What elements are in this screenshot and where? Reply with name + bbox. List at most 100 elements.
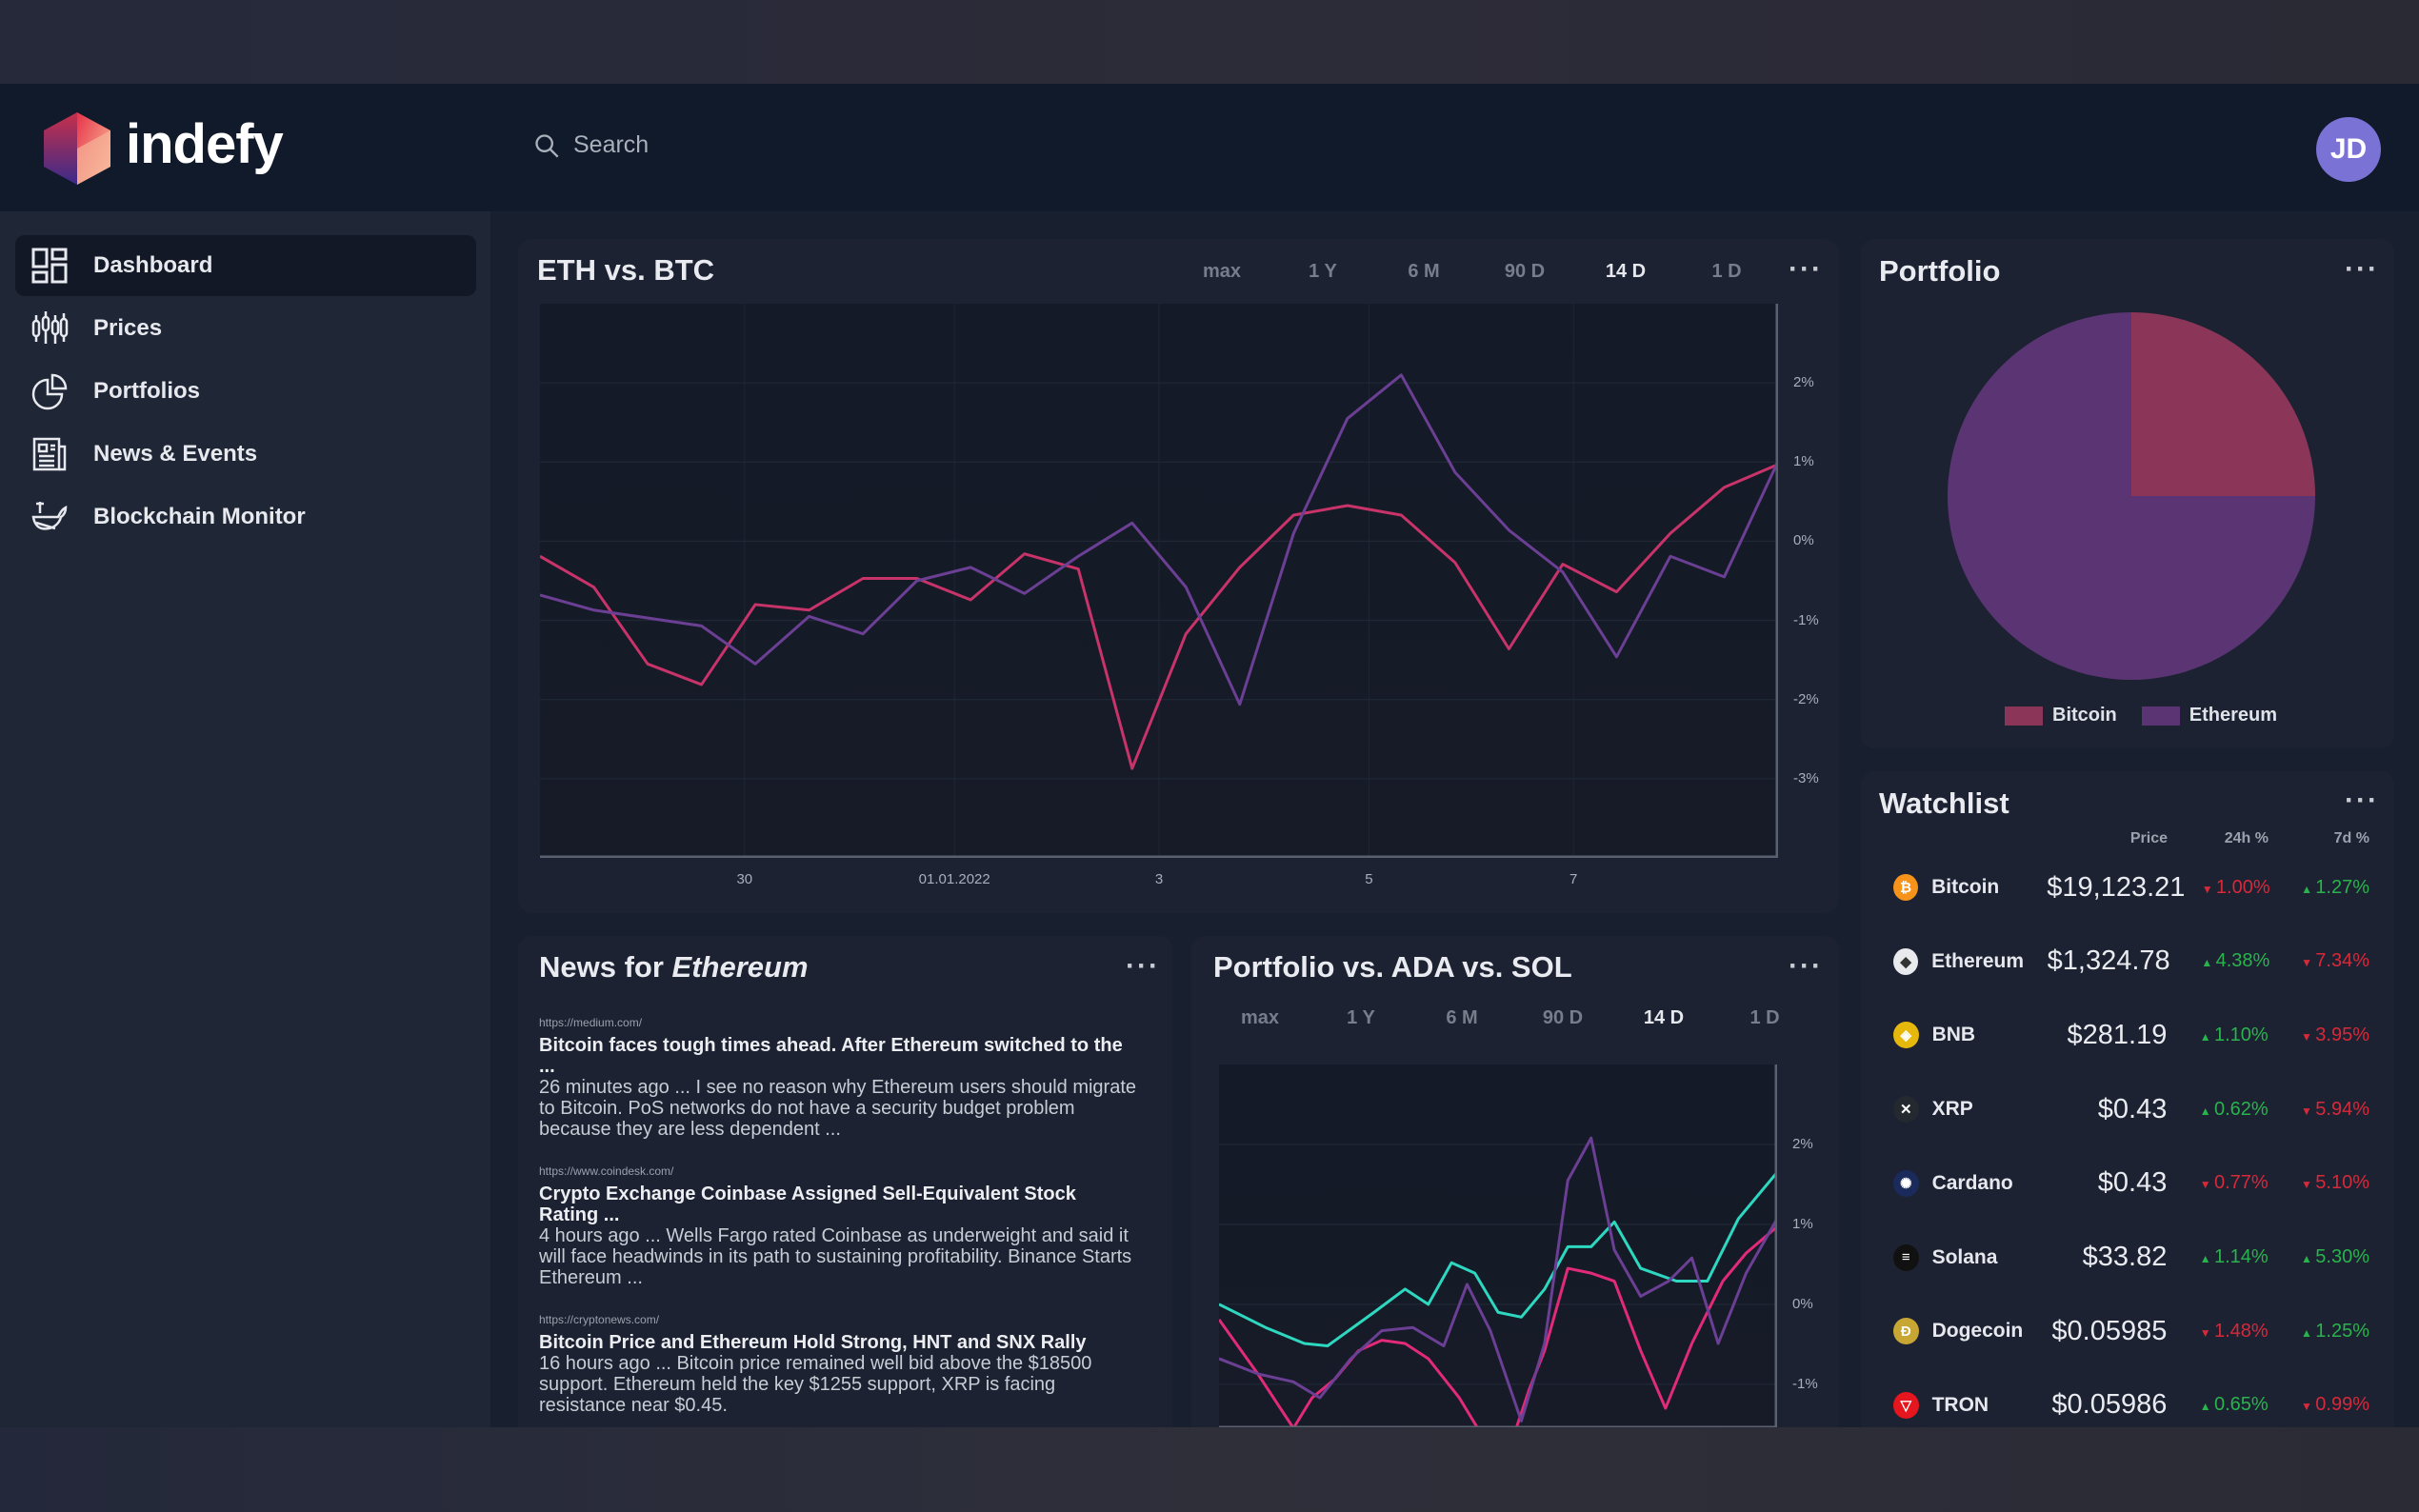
chart-axes: [1219, 1064, 1778, 1429]
pie-slice-bitcoin[interactable]: [2131, 312, 2315, 496]
sidebar-item-prices[interactable]: Prices: [15, 298, 476, 359]
news-headline[interactable]: Bitcoin Price and Ethereum Hold Strong, …: [539, 1332, 1087, 1353]
timeframe-6m[interactable]: 6 M: [1408, 261, 1440, 282]
watchlist-row[interactable]: ✺ Cardano $0.43 ▼ 0.77% ▼ 5.10%: [1893, 1155, 2369, 1212]
trend-down-icon: ▼: [2201, 882, 2216, 896]
dashboard-icon: [31, 248, 68, 284]
watchlist-row[interactable]: ✕ XRP $0.43 ▲ 0.62% ▼ 5.94%: [1893, 1081, 2369, 1138]
change-24h-value: 1.00%: [2215, 876, 2270, 898]
change-24h: ▼ 0.77%: [2167, 1172, 2269, 1194]
watchlist-row[interactable]: ≡ Solana $33.82 ▲ 1.14% ▲ 5.30%: [1893, 1229, 2369, 1286]
timeframe-1d[interactable]: 1 D: [1711, 261, 1742, 282]
legend-swatch-ethereum: [2141, 706, 2180, 726]
trend-up-icon: ▲: [2301, 882, 2316, 896]
coin-icon-dogecoin: Ð: [1893, 1318, 1919, 1345]
timeframe-90d[interactable]: 90 D: [1504, 261, 1546, 282]
pvs-timeframe-tabs: max 1 Y 6 M 90 D 14 D 1 D: [1210, 1007, 1815, 1029]
news-item[interactable]: https://medium.com/Bitcoin faces tough t…: [539, 1012, 1139, 1140]
pie-slice-ethereum[interactable]: [1948, 312, 2315, 680]
change-24h: ▼ 1.00%: [2170, 876, 2270, 899]
trend-up-icon: ▲: [2301, 1252, 2316, 1265]
timeframe-max[interactable]: max: [1202, 261, 1242, 282]
change-7d-value: 7.34%: [2315, 950, 2370, 972]
timeframe-1y[interactable]: 1 Y: [1309, 261, 1337, 282]
col-24h: 24h %: [2224, 830, 2269, 846]
timeframe-6m[interactable]: 6 M: [1446, 1007, 1478, 1028]
change-24h: ▼ 1.48%: [2167, 1321, 2269, 1343]
change-7d: ▼ 7.34%: [2269, 950, 2369, 972]
trend-down-icon: ▼: [2301, 1178, 2316, 1192]
legend-ethereum: Ethereum: [2141, 705, 2277, 726]
change-7d: ▼ 5.10%: [2269, 1172, 2369, 1194]
change-24h-value: 1.10%: [2213, 1024, 2269, 1045]
sidebar-item-portfolios[interactable]: Portfolios: [15, 361, 476, 422]
change-24h-value: 0.65%: [2213, 1394, 2269, 1416]
eth-btc-more-button[interactable]: ···: [1789, 253, 1823, 285]
legend-bitcoin: Bitcoin: [2005, 705, 2117, 726]
coin-price: $33.82: [2082, 1242, 2168, 1272]
news-headline[interactable]: Bitcoin faces tough times ahead. After E…: [539, 1035, 1123, 1077]
coin-icon-tron: ▽: [1893, 1391, 1919, 1419]
y-tick-label: 1%: [1792, 1215, 1813, 1232]
coin-name: Dogecoin: [1931, 1320, 2024, 1343]
sidebar-item-blockchain-monitor[interactable]: Blockchain Monitor: [15, 487, 476, 547]
watchlist-row[interactable]: ◈ BNB $281.19 ▲ 1.10% ▼ 3.95%: [1893, 1006, 2369, 1064]
x-tick-label: 5: [1365, 871, 1373, 887]
timeframe-90d[interactable]: 90 D: [1542, 1007, 1584, 1028]
coin-name: Bitcoin: [1931, 876, 2000, 898]
timeframe-max[interactable]: max: [1240, 1007, 1280, 1028]
search-input[interactable]: Search: [533, 131, 649, 159]
watchlist-row[interactable]: ₿ Bitcoin $19,123.21 ▼ 1.00% ▲ 1.27%: [1893, 859, 2369, 916]
news-title: News for Ethereum: [539, 950, 809, 985]
coin-icon-cardano: ✺: [1893, 1169, 1919, 1197]
coin-price: $19,123.21: [2047, 871, 2186, 903]
x-tick-label: 30: [736, 871, 753, 887]
news-item[interactable]: https://www.coindesk.com/Crypto Exchange…: [539, 1161, 1139, 1288]
news-source[interactable]: https://www.coindesk.com/: [539, 1164, 674, 1178]
change-24h-value: 0.62%: [2213, 1098, 2269, 1120]
watchlist-row[interactable]: ▽ TRON $0.05986 ▲ 0.65% ▼ 0.99%: [1893, 1377, 2369, 1434]
news-snippet: 26 minutes ago ... I see no reason why E…: [539, 1077, 1137, 1140]
portfolio-more-button[interactable]: ···: [2345, 253, 2379, 285]
news-more-button[interactable]: ···: [1126, 950, 1160, 982]
series-line-ada: [1217, 1225, 1778, 1462]
legend-swatch-bitcoin: [2005, 706, 2043, 726]
sidebar-item-dashboard[interactable]: Dashboard: [15, 235, 476, 296]
timeframe-1d[interactable]: 1 D: [1749, 1007, 1780, 1028]
eth-btc-chart: 2% 1% 0% -1% -2% -3% 30 01.01.2022 3 5 7: [539, 304, 1828, 887]
coin-name: BNB: [1931, 1024, 1976, 1046]
news-card: [518, 936, 1172, 1441]
news-list: https://medium.com/Bitcoin faces tough t…: [539, 1012, 1139, 1437]
change-24h: ▲ 1.14%: [2167, 1246, 2269, 1268]
sidebar-item-label: Dashboard: [93, 252, 213, 278]
portfolio-ada-sol-chart: 2% 1% 0% -1%: [1217, 1064, 1818, 1462]
timeframe-1y[interactable]: 1 Y: [1347, 1007, 1375, 1028]
coin-price: $0.05986: [2051, 1389, 2168, 1421]
portfolio-ada-sol-more-button[interactable]: ···: [1789, 950, 1823, 982]
sidebar-item-label: News & Events: [93, 441, 258, 467]
news-item[interactable]: https://cryptonews.com/Bitcoin Price and…: [539, 1309, 1139, 1416]
coin-icon-solana: ≡: [1893, 1243, 1919, 1271]
trend-down-icon: ▼: [2301, 956, 2316, 970]
timeframe-14d[interactable]: 14 D: [1605, 261, 1647, 282]
watchlist-row[interactable]: Ð Dogecoin $0.05985 ▼ 1.48% ▲ 1.25%: [1893, 1303, 2369, 1360]
news-source[interactable]: https://medium.com/: [539, 1016, 643, 1029]
sidebar-item-news-events[interactable]: News & Events: [15, 424, 476, 485]
news-title-coin: Ethereum: [671, 950, 809, 984]
watchlist-row[interactable]: ◆ Ethereum $1,324.78 ▲ 4.38% ▼ 7.34%: [1893, 933, 2369, 990]
series-line-sol: [1218, 1136, 1779, 1422]
change-7d-value: 1.27%: [2315, 876, 2369, 898]
trend-up-icon: ▲: [2199, 1029, 2214, 1044]
y-tick-label: 1%: [1793, 453, 1814, 470]
sidebar-item-label: Prices: [93, 315, 163, 341]
timeframe-14d[interactable]: 14 D: [1643, 1007, 1685, 1028]
user-avatar[interactable]: JD: [2316, 117, 2381, 182]
top-backdrop: [0, 0, 2419, 84]
trend-down-icon: ▼: [2199, 1178, 2214, 1192]
watchlist-more-button[interactable]: ···: [2345, 785, 2379, 816]
watchlist-card: [1861, 771, 2394, 1438]
news-source[interactable]: https://cryptonews.com/: [539, 1313, 660, 1326]
news-headline[interactable]: Crypto Exchange Coinbase Assigned Sell-E…: [539, 1184, 1076, 1225]
sidebar-item-label: Portfolios: [93, 378, 200, 404]
search-icon: [535, 133, 559, 157]
